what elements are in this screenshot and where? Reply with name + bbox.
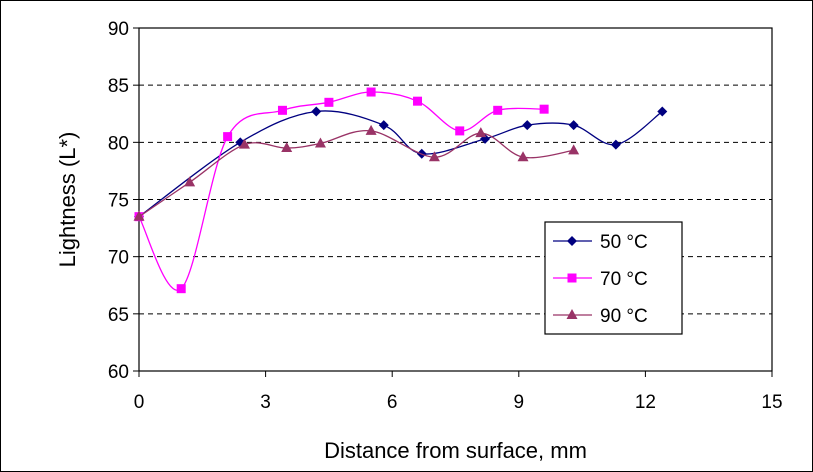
legend-label: 70 °C [600, 269, 648, 290]
legend-label: 50 °C [600, 232, 648, 253]
series-lines [133, 87, 668, 294]
data-point [610, 139, 621, 150]
y-axis-label: Lightness (L*) [55, 132, 80, 268]
y-tick-label: 65 [108, 305, 129, 326]
data-point [493, 105, 503, 115]
legend-entry: 70 °C [553, 269, 648, 290]
y-tick-label: 90 [108, 19, 129, 40]
data-point [223, 132, 233, 142]
x-tick-label: 3 [260, 392, 271, 413]
x-tick-label: 6 [387, 392, 398, 413]
data-point [365, 124, 377, 135]
x-axis-label: Distance from surface, mm [324, 438, 587, 463]
data-point [277, 105, 287, 115]
legend-entry: 90 °C [553, 306, 648, 327]
x-axis-ticks: 0 3 6 9 12 15 [134, 371, 783, 413]
legend-marker [567, 236, 577, 246]
data-point [324, 97, 334, 107]
x-tick-label: 15 [761, 392, 782, 413]
data-point [517, 151, 529, 162]
data-point [413, 96, 423, 106]
data-point [657, 106, 668, 117]
data-point [428, 151, 440, 162]
data-point [539, 104, 549, 114]
x-tick-label: 9 [514, 392, 525, 413]
y-tick-label: 60 [108, 362, 129, 383]
y-tick-label: 85 [108, 76, 129, 97]
data-point [314, 137, 326, 148]
data-point [568, 120, 579, 131]
x-tick-label: 0 [134, 392, 145, 413]
y-axis-ticks: 60 65 70 75 80 85 90 [108, 19, 139, 383]
series-line [138, 110, 663, 218]
series-2 [133, 124, 580, 221]
data-point [568, 144, 580, 155]
legend-marker [566, 309, 578, 319]
data-point [184, 176, 196, 187]
data-point [366, 87, 376, 97]
data-point [239, 138, 250, 149]
y-tick-label: 80 [108, 133, 129, 154]
y-tick-label: 70 [108, 248, 129, 269]
legend-entry: 50 °C [553, 232, 648, 253]
legend-label: 90 °C [600, 306, 648, 327]
data-point [522, 120, 533, 131]
gridlines [139, 84, 772, 315]
data-point [133, 210, 145, 221]
data-point [311, 106, 322, 117]
y-tick-label: 75 [108, 191, 129, 212]
x-tick-label: 12 [635, 392, 656, 413]
series-line [138, 130, 574, 218]
legend-marker [567, 273, 577, 283]
data-point [378, 120, 389, 131]
data-point [281, 142, 293, 153]
data-point [455, 126, 465, 136]
data-point [176, 284, 186, 294]
legend: 50 °C 70 °C 90 °C [544, 221, 683, 335]
data-point [475, 127, 487, 138]
